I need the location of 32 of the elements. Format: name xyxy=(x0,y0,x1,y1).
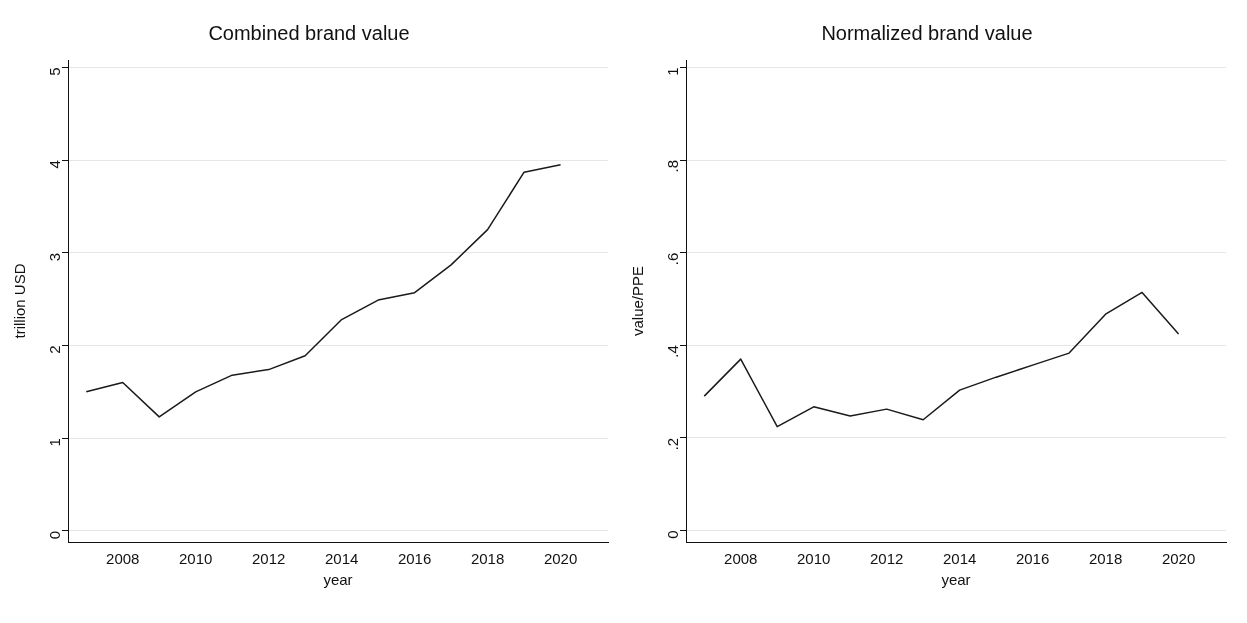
x-tick-label: 2014 xyxy=(324,550,359,568)
x-tick-label: 2008 xyxy=(106,550,140,568)
y-tick-label: 2 xyxy=(46,345,64,354)
x-axis-title: year xyxy=(941,571,971,589)
y-tick-label: 0 xyxy=(664,530,682,539)
x-tick-label: 2018 xyxy=(1088,550,1123,568)
x-tick-label: 2016 xyxy=(397,550,432,568)
x-tick-label: 2012 xyxy=(251,550,286,568)
y-axis-title: trillion USD xyxy=(11,263,29,339)
x-tick-label: 2020 xyxy=(543,550,578,568)
y-tick-label: .6 xyxy=(664,252,682,266)
chart-title: Normalized brand value xyxy=(821,21,1033,44)
y-tick-label: 3 xyxy=(46,252,64,262)
y-tick-label: .8 xyxy=(664,160,682,173)
y-tick-label: .4 xyxy=(664,345,682,358)
x-tick-label: 2012 xyxy=(869,550,904,568)
x-tick-label: 2016 xyxy=(1015,550,1050,568)
x-tick-label: 2008 xyxy=(724,550,758,568)
chart-title: Combined brand value xyxy=(208,21,410,44)
x-axis-title: year xyxy=(323,571,353,589)
y-tick-label: 0 xyxy=(46,530,64,540)
y-axis-title: value/PPE xyxy=(629,265,647,337)
y-tick-label: .2 xyxy=(664,437,682,451)
x-tick-label: 2018 xyxy=(470,550,505,568)
y-tick-label: 1 xyxy=(46,438,64,447)
x-tick-label: 2010 xyxy=(797,550,831,568)
x-tick-label: 2014 xyxy=(942,550,977,568)
x-tick-label: 2020 xyxy=(1161,550,1196,568)
x-tick-label: 2010 xyxy=(179,550,213,568)
y-tick-label: 1 xyxy=(664,67,682,76)
y-tick-label: 4 xyxy=(46,160,64,169)
y-tick-label: 5 xyxy=(46,67,64,76)
